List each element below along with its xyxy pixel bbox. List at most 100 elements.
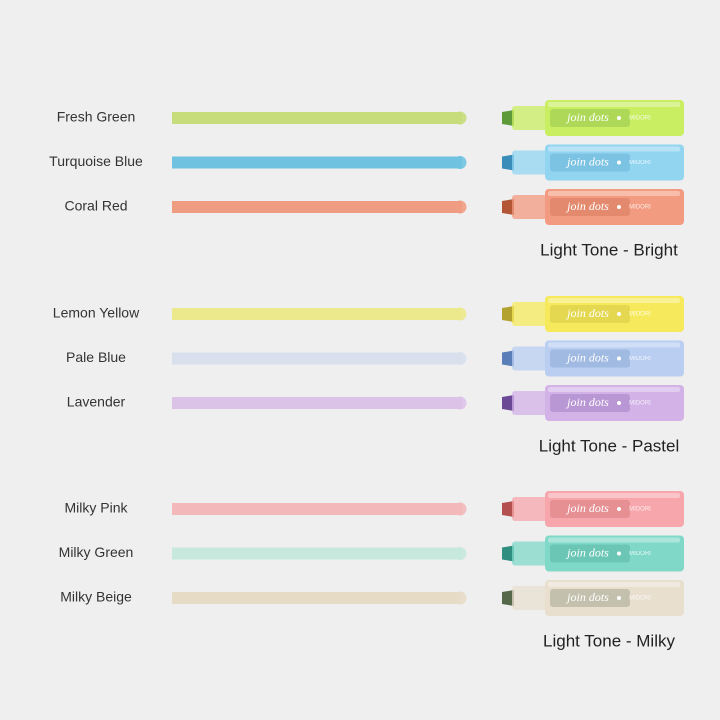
pen-core bbox=[550, 198, 630, 216]
pen-cap bbox=[512, 150, 548, 175]
maker-mark: MIDORI bbox=[629, 507, 651, 513]
ink-stroke bbox=[172, 503, 462, 515]
ink-dot bbox=[453, 502, 467, 516]
color-name: Lemon Yellow bbox=[53, 305, 140, 321]
ink-stroke bbox=[172, 352, 462, 365]
highlighter: join dots MIDORI bbox=[502, 100, 684, 136]
maker-mark: MIDORI bbox=[629, 160, 651, 166]
logo-dot bbox=[617, 205, 621, 209]
pen-core bbox=[550, 349, 630, 368]
logo-dot bbox=[617, 596, 621, 600]
pen-tip bbox=[502, 199, 514, 215]
maker-mark: MIDORI bbox=[629, 356, 651, 362]
pen-cap bbox=[512, 106, 548, 130]
highlighter: join dots MIDORI bbox=[502, 535, 684, 572]
logo-dot bbox=[617, 116, 621, 120]
ink-dot bbox=[453, 591, 467, 605]
pen-body bbox=[545, 144, 684, 181]
pen-highlight bbox=[548, 537, 680, 543]
pen-highlight bbox=[548, 493, 680, 498]
pen-core bbox=[550, 305, 630, 323]
ink-dot bbox=[453, 352, 467, 365]
maker-mark: MIDORI bbox=[629, 401, 651, 407]
color-name: Milky Beige bbox=[60, 589, 132, 605]
ink-stroke bbox=[172, 308, 462, 320]
pen-highlight bbox=[548, 387, 680, 392]
logo-dot bbox=[617, 507, 621, 511]
pen-tip bbox=[502, 545, 514, 562]
color-name: Milky Pink bbox=[64, 500, 128, 516]
pen-tip bbox=[502, 501, 514, 517]
color-name: Coral Red bbox=[64, 198, 127, 214]
pen-core bbox=[550, 500, 630, 518]
maker-mark: MIDORI bbox=[629, 551, 651, 557]
ink-stroke bbox=[172, 397, 462, 409]
pen-body bbox=[545, 100, 684, 136]
pen-tip bbox=[502, 154, 514, 171]
pen-body bbox=[545, 296, 684, 332]
ink-dot bbox=[453, 200, 467, 214]
ink-stroke bbox=[172, 156, 462, 169]
pen-core bbox=[550, 109, 630, 127]
ink-dot bbox=[453, 156, 467, 169]
ink-dot bbox=[453, 547, 467, 560]
pen-core bbox=[550, 394, 630, 412]
highlighter: join dots MIDORI bbox=[502, 296, 684, 332]
brand-logo: join dots bbox=[565, 306, 609, 320]
group-title: Light Tone - Bright bbox=[540, 240, 678, 259]
pen-tip bbox=[502, 110, 514, 126]
pen-body bbox=[545, 189, 684, 225]
ink-dot bbox=[453, 307, 467, 321]
color-name: Lavender bbox=[67, 394, 126, 410]
maker-mark: MIDORI bbox=[629, 312, 651, 318]
brand-logo: join dots bbox=[565, 110, 609, 124]
ink-stroke bbox=[172, 547, 462, 560]
color-name: Turquoise Blue bbox=[49, 153, 143, 169]
pen-tip bbox=[502, 590, 514, 606]
pen-body bbox=[545, 491, 684, 527]
group-title: Light Tone - Pastel bbox=[539, 436, 680, 455]
maker-mark: MIDORI bbox=[629, 116, 651, 122]
pen-cap bbox=[512, 302, 548, 326]
brand-logo: join dots bbox=[565, 545, 609, 559]
pen-cap bbox=[512, 541, 548, 566]
pen-cap bbox=[512, 391, 548, 415]
pen-body bbox=[545, 535, 684, 572]
ink-dot bbox=[453, 111, 467, 125]
brand-logo: join dots bbox=[565, 590, 609, 604]
pen-cap bbox=[512, 497, 548, 521]
brand-logo: join dots bbox=[565, 350, 609, 364]
pen-body bbox=[545, 580, 684, 616]
highlighter: join dots MIDORI bbox=[502, 189, 684, 225]
ink-dot bbox=[453, 396, 467, 410]
color-name: Fresh Green bbox=[57, 109, 136, 125]
logo-dot bbox=[617, 356, 621, 361]
brand-logo: join dots bbox=[565, 501, 609, 515]
brand-logo: join dots bbox=[565, 395, 609, 409]
pen-cap bbox=[512, 346, 548, 371]
pen-highlight bbox=[548, 582, 680, 587]
pen-highlight bbox=[548, 102, 680, 107]
highlighter: join dots MIDORI bbox=[502, 144, 684, 181]
logo-dot bbox=[617, 312, 621, 316]
brand-logo: join dots bbox=[565, 199, 609, 213]
maker-mark: MIDORI bbox=[629, 205, 651, 211]
pen-cap bbox=[512, 195, 548, 219]
pen-highlight bbox=[548, 191, 680, 196]
group-title: Light Tone - Milky bbox=[543, 631, 675, 650]
highlighter: join dots MIDORI bbox=[502, 385, 684, 421]
pen-tip bbox=[502, 395, 514, 411]
highlighter: join dots MIDORI bbox=[502, 491, 684, 527]
highlighter: join dots MIDORI bbox=[502, 340, 684, 377]
ink-stroke bbox=[172, 112, 462, 124]
pen-core bbox=[550, 544, 630, 563]
pen-body bbox=[545, 340, 684, 377]
color-name: Pale Blue bbox=[66, 349, 126, 365]
highlighter: join dots MIDORI bbox=[502, 580, 684, 616]
logo-dot bbox=[617, 551, 621, 556]
pen-highlight bbox=[548, 298, 680, 303]
pen-core bbox=[550, 153, 630, 172]
pen-highlight bbox=[548, 146, 680, 152]
